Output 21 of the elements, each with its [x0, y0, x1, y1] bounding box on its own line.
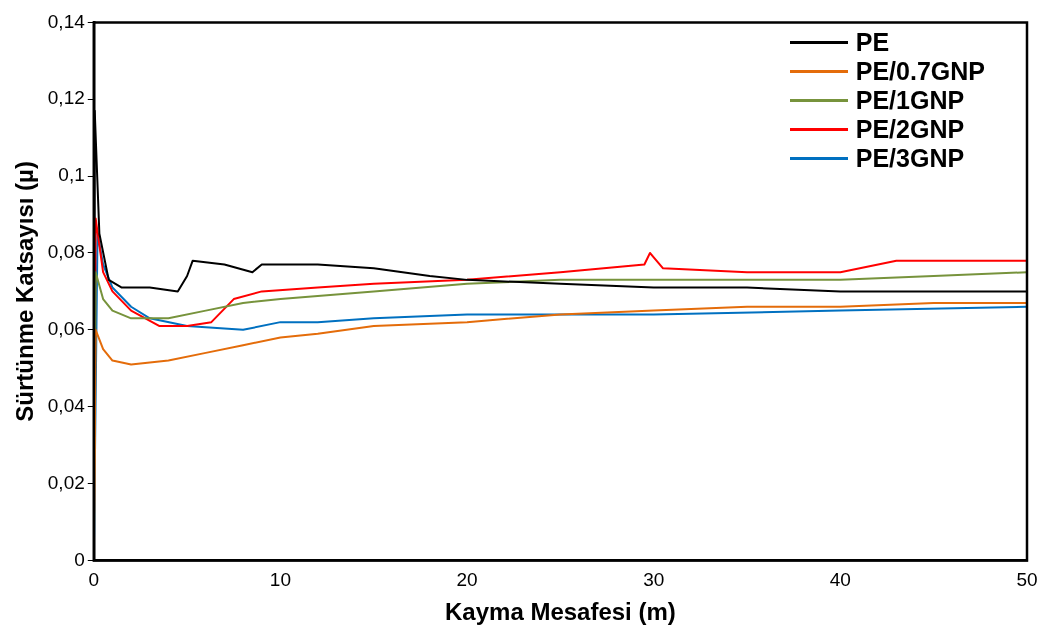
y-tick-label: 0,1 — [58, 164, 85, 186]
legend-label: PE/2GNP — [855, 115, 965, 144]
x-tick-label: 30 — [643, 569, 665, 591]
x-tick-label: 10 — [269, 569, 291, 591]
x-tick-label: 40 — [829, 569, 851, 591]
y-tick-label: 0,08 — [47, 241, 85, 263]
y-tick-label: 0 — [74, 548, 85, 570]
x-tick-label: 0 — [88, 569, 100, 591]
x-axis-title: Kayma Mesafesi (m) — [445, 598, 676, 626]
y-tick-label: 0,02 — [47, 471, 85, 493]
legend-label: PE/3GNP — [855, 144, 965, 173]
y-tick-label: 0,14 — [47, 10, 86, 32]
y-tick-label: 0,12 — [47, 87, 85, 109]
x-tick-label: 20 — [456, 569, 478, 591]
y-axis-title: Sürtünme Katsayısı (µ) — [11, 161, 39, 422]
legend-label: PE/1GNP — [855, 86, 965, 115]
y-tick-label: 0,06 — [47, 318, 85, 340]
y-tick-label: 0,04 — [47, 394, 86, 416]
x-tick-label: 50 — [1016, 569, 1038, 591]
legend-label: PE/0.7GNP — [855, 57, 985, 86]
legend-label: PE — [855, 28, 890, 57]
